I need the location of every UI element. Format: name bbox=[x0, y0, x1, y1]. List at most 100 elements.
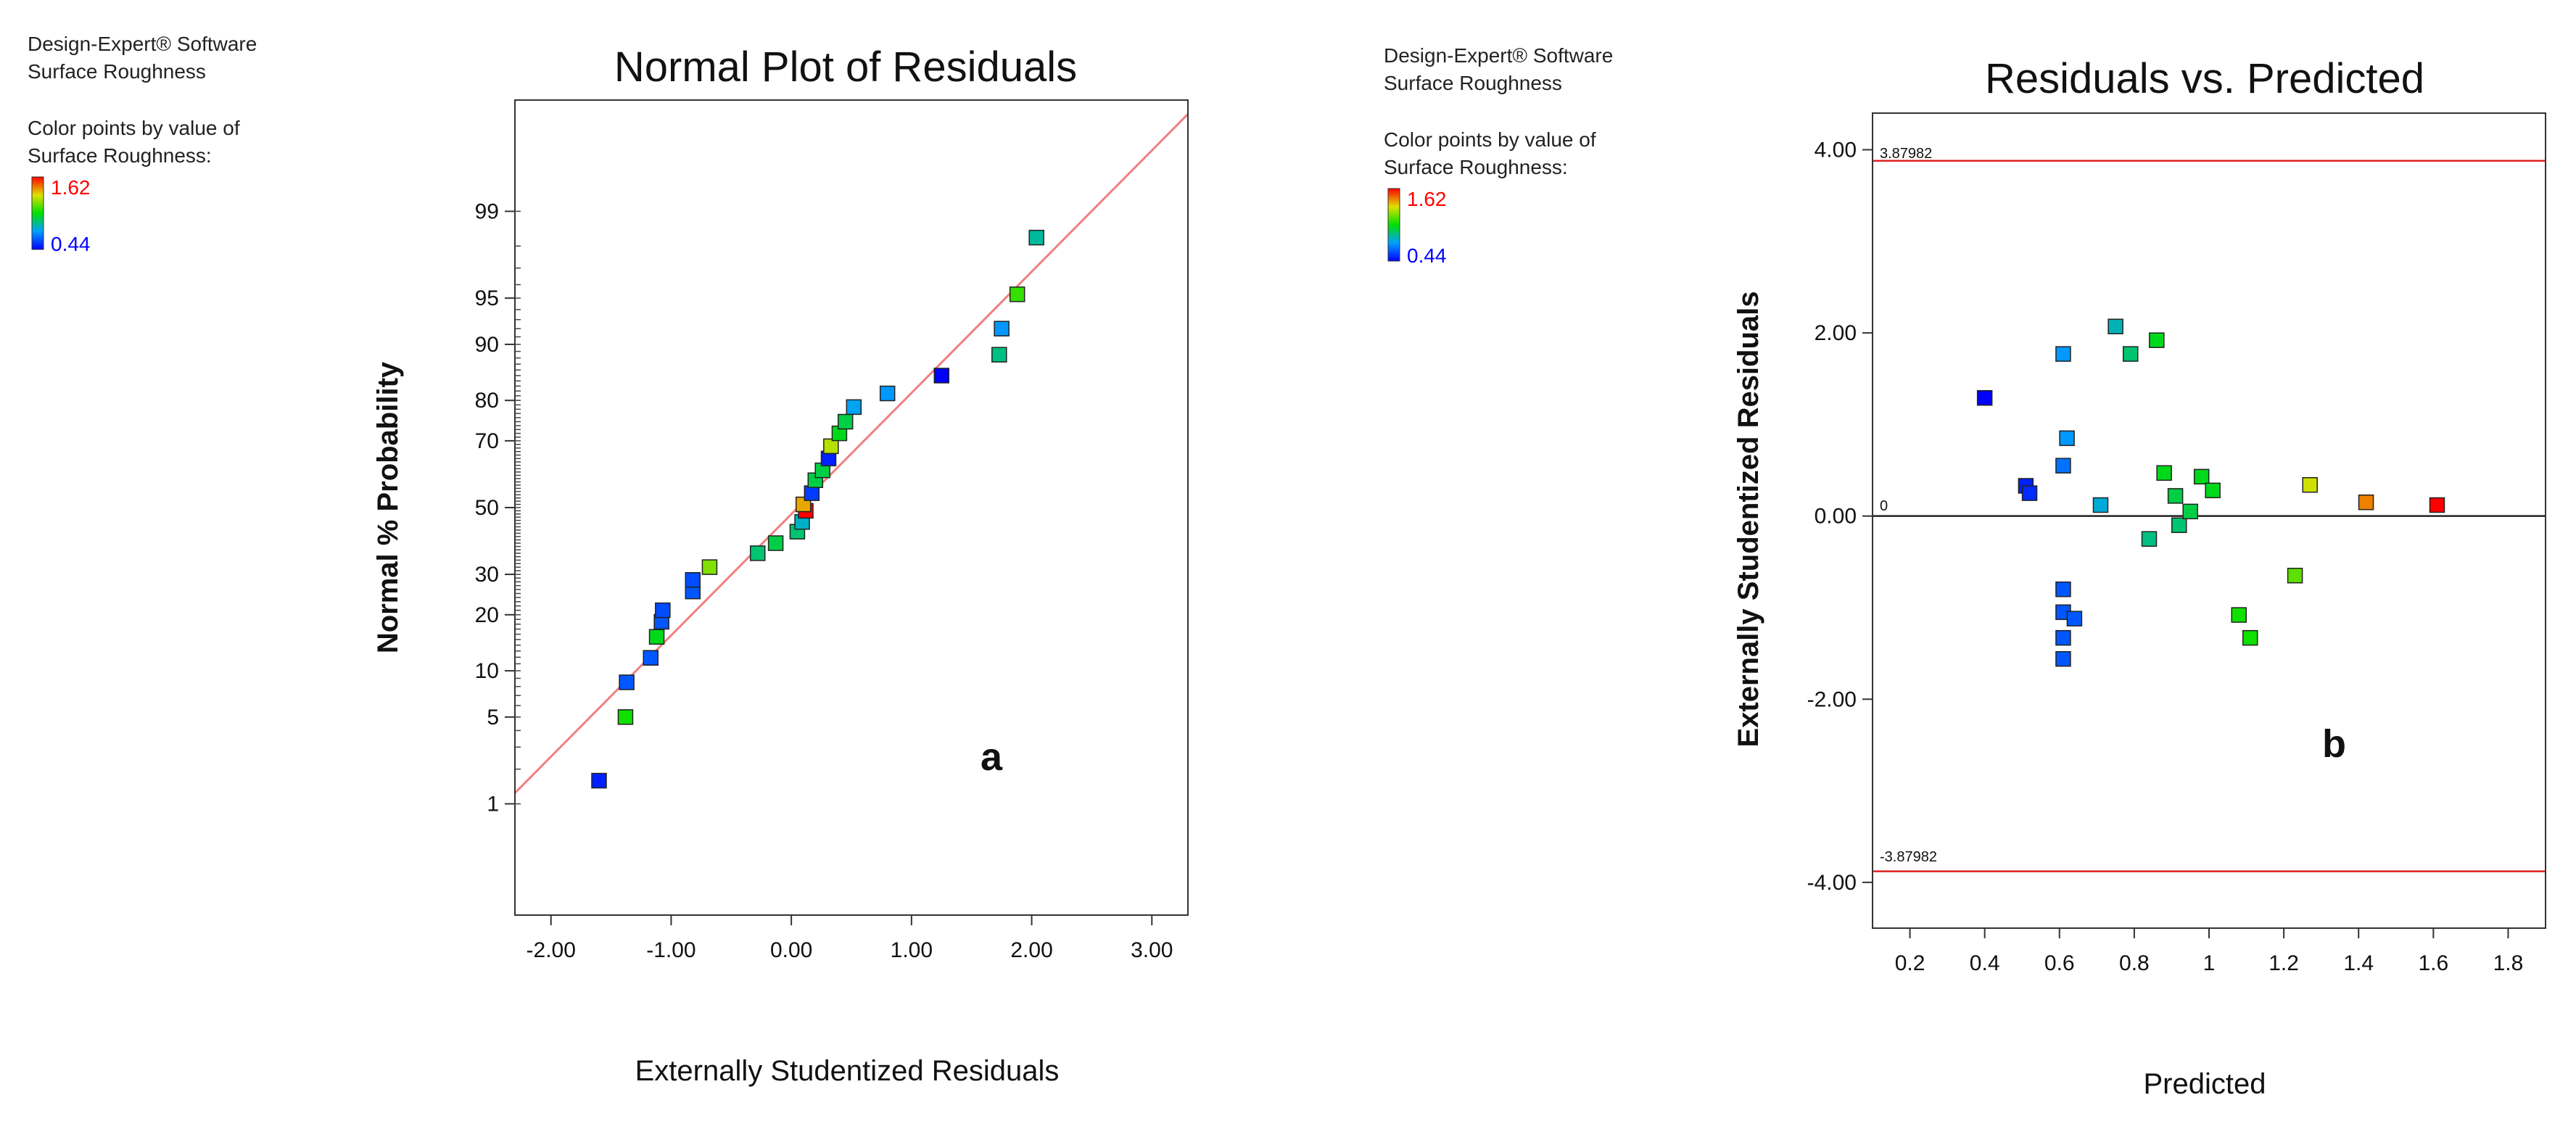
chart-a-x-tick-label: -1.00 bbox=[646, 938, 695, 962]
chart-a-point bbox=[1028, 229, 1044, 246]
chart-b-point bbox=[2156, 465, 2172, 481]
chart-a-y-tick-label: 5 bbox=[487, 706, 499, 729]
chart-a-point bbox=[617, 709, 634, 725]
chart-a-point bbox=[643, 650, 659, 666]
chart-a-title: Normal Plot of Residuals bbox=[614, 44, 1077, 91]
chart-b-upper-limit-label: 3.87982 bbox=[1880, 146, 1932, 162]
chart-a-point bbox=[823, 438, 839, 455]
chart-b-point bbox=[2055, 650, 2071, 667]
chart-b-point bbox=[2108, 318, 2123, 335]
chart-b-point bbox=[2021, 485, 2038, 501]
chart-b-point bbox=[2055, 581, 2071, 597]
chart-b-point bbox=[2055, 346, 2071, 362]
chart-a-point bbox=[879, 385, 896, 402]
chart-a-point bbox=[749, 545, 766, 561]
chart-b-point bbox=[2302, 476, 2318, 493]
residuals-vs-predicted-chart: Residuals vs. Predicted 0.2 0.4 0.6 0.8 1 1.2… bbox=[1733, 55, 2546, 1100]
chart-a-y-tick-label: 30 bbox=[475, 563, 499, 587]
chart-b-title: Residuals vs. Predicted bbox=[1985, 55, 2424, 102]
chart-a-fit-line bbox=[513, 113, 1189, 794]
chart-a-point bbox=[933, 368, 950, 384]
legend-b-color-bar bbox=[1387, 188, 1400, 262]
legend-a-color-max: 1.62 bbox=[51, 176, 91, 199]
chart-b-y-tick-label: 2.00 bbox=[1815, 321, 1857, 345]
chart-b-point bbox=[2122, 346, 2139, 362]
chart-a-point bbox=[648, 629, 665, 645]
chart-b-point bbox=[1976, 390, 1993, 406]
chart-a-y-tick-label: 10 bbox=[475, 659, 499, 683]
chart-b-x-tick-label: 0.2 bbox=[1895, 951, 1925, 975]
legend-a-response: Surface Roughness bbox=[28, 60, 206, 83]
chart-b-zero-label: 0 bbox=[1880, 498, 1888, 514]
chart-b-point bbox=[2171, 517, 2187, 534]
chart-b-panel-label: b bbox=[2322, 722, 2346, 766]
chart-b-point bbox=[2059, 430, 2075, 447]
chart-b-plot-frame bbox=[1872, 112, 2546, 929]
chart-b-x-tick-label: 1.2 bbox=[2269, 951, 2299, 975]
chart-b-point bbox=[2287, 568, 2303, 584]
chart-a-point bbox=[701, 559, 718, 575]
chart-b-x-axis-label: Predicted bbox=[2144, 1068, 2266, 1100]
chart-a-y-tick-label: 90 bbox=[475, 333, 499, 357]
chart-a-y-tick-label: 95 bbox=[475, 286, 499, 310]
chart-a-x-tick-label: -2.00 bbox=[527, 938, 576, 962]
chart-b-x-tick-label: 0.6 bbox=[2044, 951, 2075, 975]
chart-b-y-tick-label: 4.00 bbox=[1815, 138, 1857, 162]
chart-b-y-tick-label: -2.00 bbox=[1807, 687, 1857, 711]
chart-b-x-tick-label: 1 bbox=[2203, 951, 2216, 975]
chart-a-point bbox=[994, 320, 1010, 336]
chart-b-point bbox=[2242, 629, 2258, 646]
chart-a-point bbox=[804, 485, 820, 501]
chart-b-x-tick-label: 1.6 bbox=[2418, 951, 2448, 975]
chart-a-point bbox=[846, 399, 862, 415]
chart-a-y-tick-label: 20 bbox=[475, 603, 499, 627]
chart-b-x-tick-label: 0.4 bbox=[1970, 951, 2000, 975]
chart-b-x-tick-label: 0.8 bbox=[2119, 951, 2150, 975]
chart-a-point bbox=[767, 535, 784, 551]
chart-b-point bbox=[2429, 497, 2445, 513]
chart-b-point bbox=[2092, 497, 2109, 513]
chart-b-point bbox=[2055, 458, 2071, 473]
chart-a-x-tick-label: 2.00 bbox=[1010, 938, 1052, 962]
chart-b-x-tick-label: 1.4 bbox=[2343, 951, 2374, 975]
chart-a-x-tick-label: 1.00 bbox=[891, 938, 933, 962]
chart-b-y-axis-label: Externally Studentized Residuals bbox=[1733, 291, 1764, 747]
chart-b-point bbox=[2167, 488, 2184, 504]
chart-a-x-tick-label: 0.00 bbox=[770, 938, 812, 962]
legend-a-software: Design-Expert® Software bbox=[28, 33, 257, 55]
chart-b-y-tick-label: 0.00 bbox=[1815, 505, 1857, 529]
chart-a-y-tick-label: 80 bbox=[475, 389, 499, 413]
legend-a: Design-Expert® Software Surface Roughnes… bbox=[28, 33, 257, 255]
chart-b-lower-limit-label: -3.87982 bbox=[1880, 849, 1937, 865]
legend-a-color-min: 0.44 bbox=[51, 233, 91, 255]
chart-a-y-tick-label: 1 bbox=[487, 793, 499, 816]
chart-a-y-tick-label: 50 bbox=[475, 496, 499, 520]
chart-a-point bbox=[837, 413, 854, 430]
legend-b: Design-Expert® Software Surface Roughnes… bbox=[1384, 44, 1613, 267]
chart-b-point bbox=[2149, 332, 2165, 348]
normal-plot-chart: Normal Plot of Residuals -2.00 -1.00 0.00 1… bbox=[372, 44, 1189, 1087]
chart-a-x-tick-label: 3.00 bbox=[1131, 938, 1173, 962]
chart-b-point bbox=[2055, 629, 2071, 646]
chart-a-x-axis-label: Externally Studentized Residuals bbox=[635, 1055, 1060, 1087]
chart-a-point bbox=[685, 572, 701, 588]
chart-a-y-tick-label: 70 bbox=[475, 429, 499, 453]
chart-b-point bbox=[2231, 607, 2247, 623]
chart-a-plot-frame bbox=[514, 99, 1189, 916]
chart-b-point bbox=[2182, 503, 2198, 520]
chart-b-x-tick-label: 1.8 bbox=[2493, 951, 2524, 975]
legend-b-response: Surface Roughness bbox=[1384, 72, 1562, 94]
legend-b-color-title-2: Surface Roughness: bbox=[1384, 156, 1568, 178]
legend-b-color-min: 0.44 bbox=[1407, 244, 1447, 267]
chart-a-point bbox=[619, 674, 635, 690]
chart-b-point bbox=[2066, 611, 2083, 626]
chart-a-panel-label: a bbox=[981, 735, 1003, 779]
legend-a-color-title-2: Surface Roughness: bbox=[28, 144, 212, 167]
legend-a-color-title-1: Color points by value of bbox=[28, 117, 240, 139]
chart-a-point bbox=[591, 772, 607, 789]
legend-b-color-title-1: Color points by value of bbox=[1384, 128, 1596, 151]
chart-b-point bbox=[2141, 531, 2158, 547]
chart-b-point bbox=[2205, 482, 2221, 499]
